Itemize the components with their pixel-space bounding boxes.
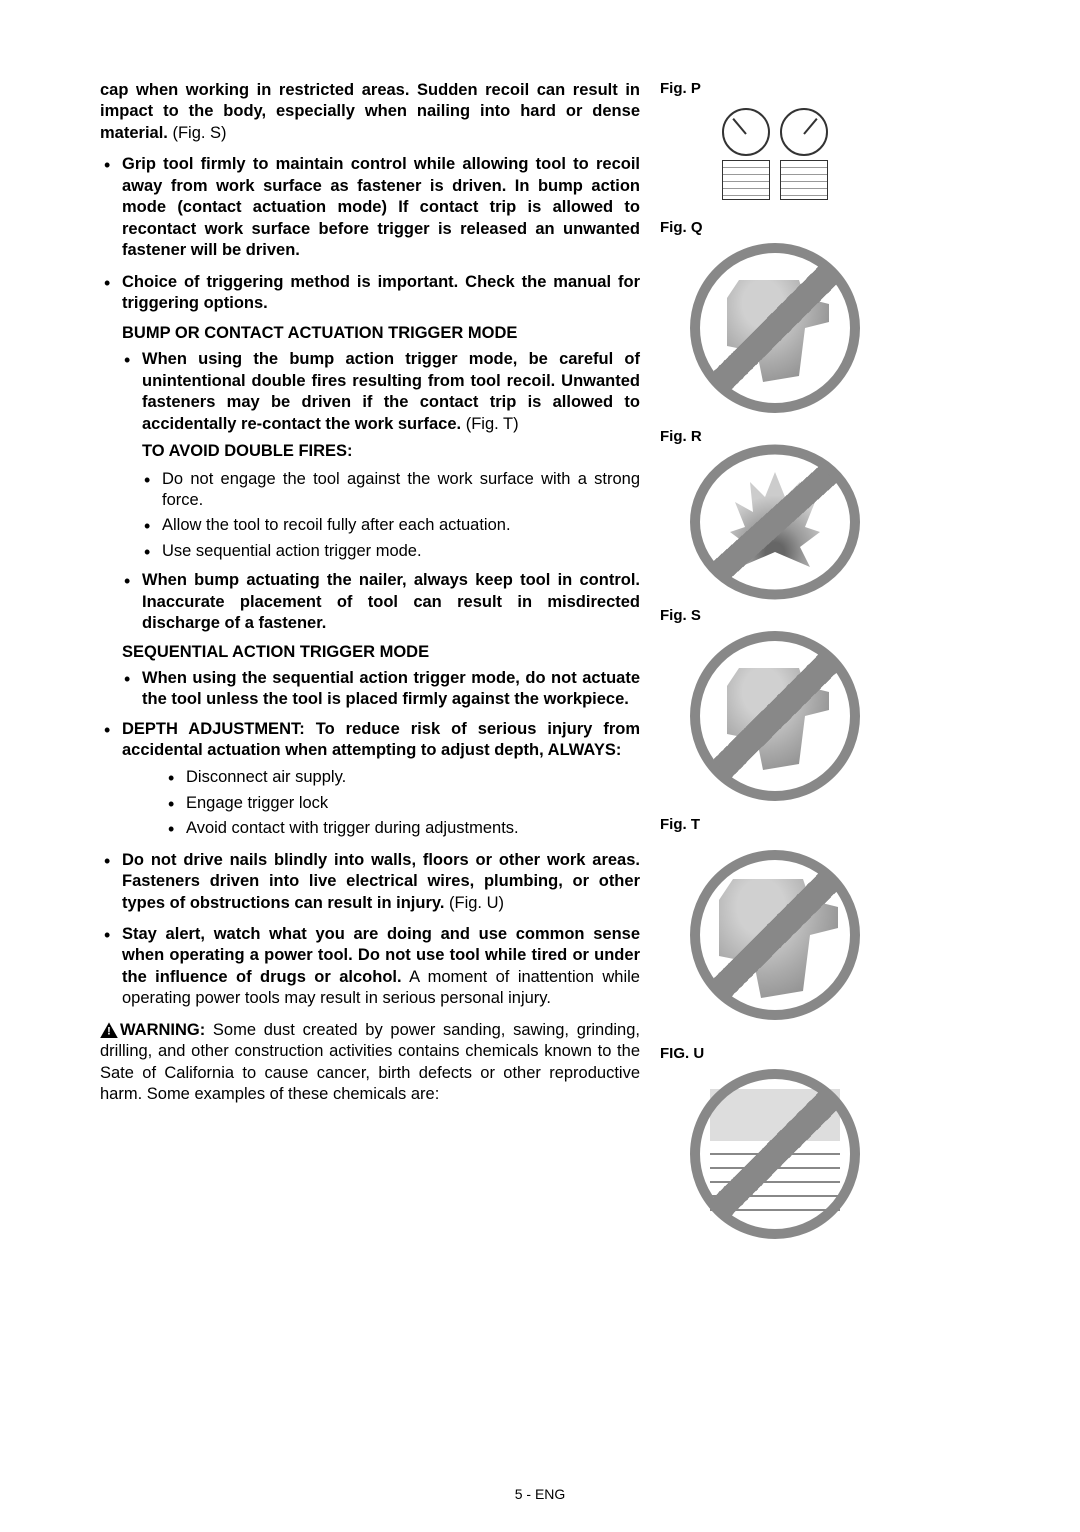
figure-r: Fig. R	[660, 428, 890, 597]
seq-sub1: When using the sequential action trigger…	[122, 668, 640, 711]
figure-column: Fig. P Fig. Q F	[660, 80, 890, 1250]
warning-paragraph: WARNING: Some dust created by power sand…	[100, 1020, 640, 1106]
avoid-item-1: Allow the tool to recoil fully after eac…	[142, 515, 640, 536]
fig-p-image	[660, 99, 890, 209]
bump-section: When using the bump action trigger mode,…	[122, 349, 640, 634]
bullet-blind: Do not drive nails blindly into walls, f…	[100, 850, 640, 914]
text-column: cap when working in restricted areas. Su…	[100, 80, 640, 1250]
avoid-item-2: Use sequential action trigger mode.	[142, 541, 640, 562]
figure-p: Fig. P	[660, 80, 890, 209]
bump-sub2: When bump actuating the nailer, always k…	[122, 570, 640, 634]
fig-r-image	[660, 447, 890, 597]
page-number: 5 - ENG	[515, 1486, 566, 1502]
fig-t-label: Fig. T	[660, 816, 890, 833]
fig-u-image	[660, 1064, 890, 1244]
depth-item-1: Engage trigger lock	[166, 793, 640, 814]
main-bullet-list: Grip tool firmly to maintain control whi…	[100, 154, 640, 314]
avoid-item-0: Do not engage the tool against the work …	[142, 469, 640, 512]
fig-u-label: FIG. U	[660, 1045, 890, 1062]
fig-q-label: Fig. Q	[660, 219, 890, 236]
warning-triangle-icon	[100, 1022, 118, 1038]
bullet-choice: Choice of triggering method is important…	[100, 272, 640, 315]
figure-t: Fig. T	[660, 816, 890, 1035]
bump-sub1: When using the bump action trigger mode,…	[122, 349, 640, 562]
bullet-depth: DEPTH ADJUSTMENT: To reduce risk of seri…	[100, 719, 640, 840]
fig-q-image	[660, 238, 890, 418]
fig-s-label: Fig. S	[660, 607, 890, 624]
continuation-plain: (Fig. S)	[168, 124, 227, 142]
figure-q: Fig. Q	[660, 219, 890, 418]
nailer-hand-illustration	[715, 656, 835, 776]
heading-avoid-doublefires: TO AVOID DOUBLE FIRES:	[142, 441, 640, 462]
heading-bump-mode: BUMP OR CONTACT ACTUATION TRIGGER MODE	[122, 324, 640, 343]
sequential-section: When using the sequential action trigger…	[122, 668, 640, 711]
gauge-illustration	[660, 108, 890, 200]
continuation-paragraph: cap when working in restricted areas. Su…	[100, 80, 640, 144]
warning-label: WARNING:	[120, 1021, 205, 1039]
wall-wire-illustration	[710, 1089, 840, 1219]
nailer-illustration	[715, 268, 835, 388]
bump-sub-list: When using the bump action trigger mode,…	[122, 349, 640, 634]
seq-sub-list: When using the sequential action trigger…	[122, 668, 640, 711]
heading-sequential: SEQUENTIAL ACTION TRIGGER MODE	[122, 643, 640, 662]
depth-item-0: Disconnect air supply.	[166, 767, 640, 788]
bullet-alert: Stay alert, watch what you are doing and…	[100, 924, 640, 1010]
bullet-grip: Grip tool firmly to maintain control whi…	[100, 154, 640, 261]
fig-t-image	[660, 835, 890, 1035]
main-bullet-list-2: DEPTH ADJUSTMENT: To reduce risk of seri…	[100, 719, 640, 1010]
fig-p-label: Fig. P	[660, 80, 890, 97]
nailer-recoil-illustration	[705, 865, 845, 1005]
figure-u: FIG. U	[660, 1045, 890, 1244]
avoid-list: Do not engage the tool against the work …	[142, 469, 640, 563]
figure-s: Fig. S	[660, 607, 890, 806]
depth-item-2: Avoid contact with trigger during adjust…	[166, 818, 640, 839]
fire-illustration	[725, 472, 825, 572]
depth-subsection: Disconnect air supply. Engage trigger lo…	[166, 767, 640, 839]
fig-r-label: Fig. R	[660, 428, 890, 445]
depth-list: Disconnect air supply. Engage trigger lo…	[166, 767, 640, 839]
fig-s-image	[660, 626, 890, 806]
page-content: cap when working in restricted areas. Su…	[100, 80, 980, 1250]
